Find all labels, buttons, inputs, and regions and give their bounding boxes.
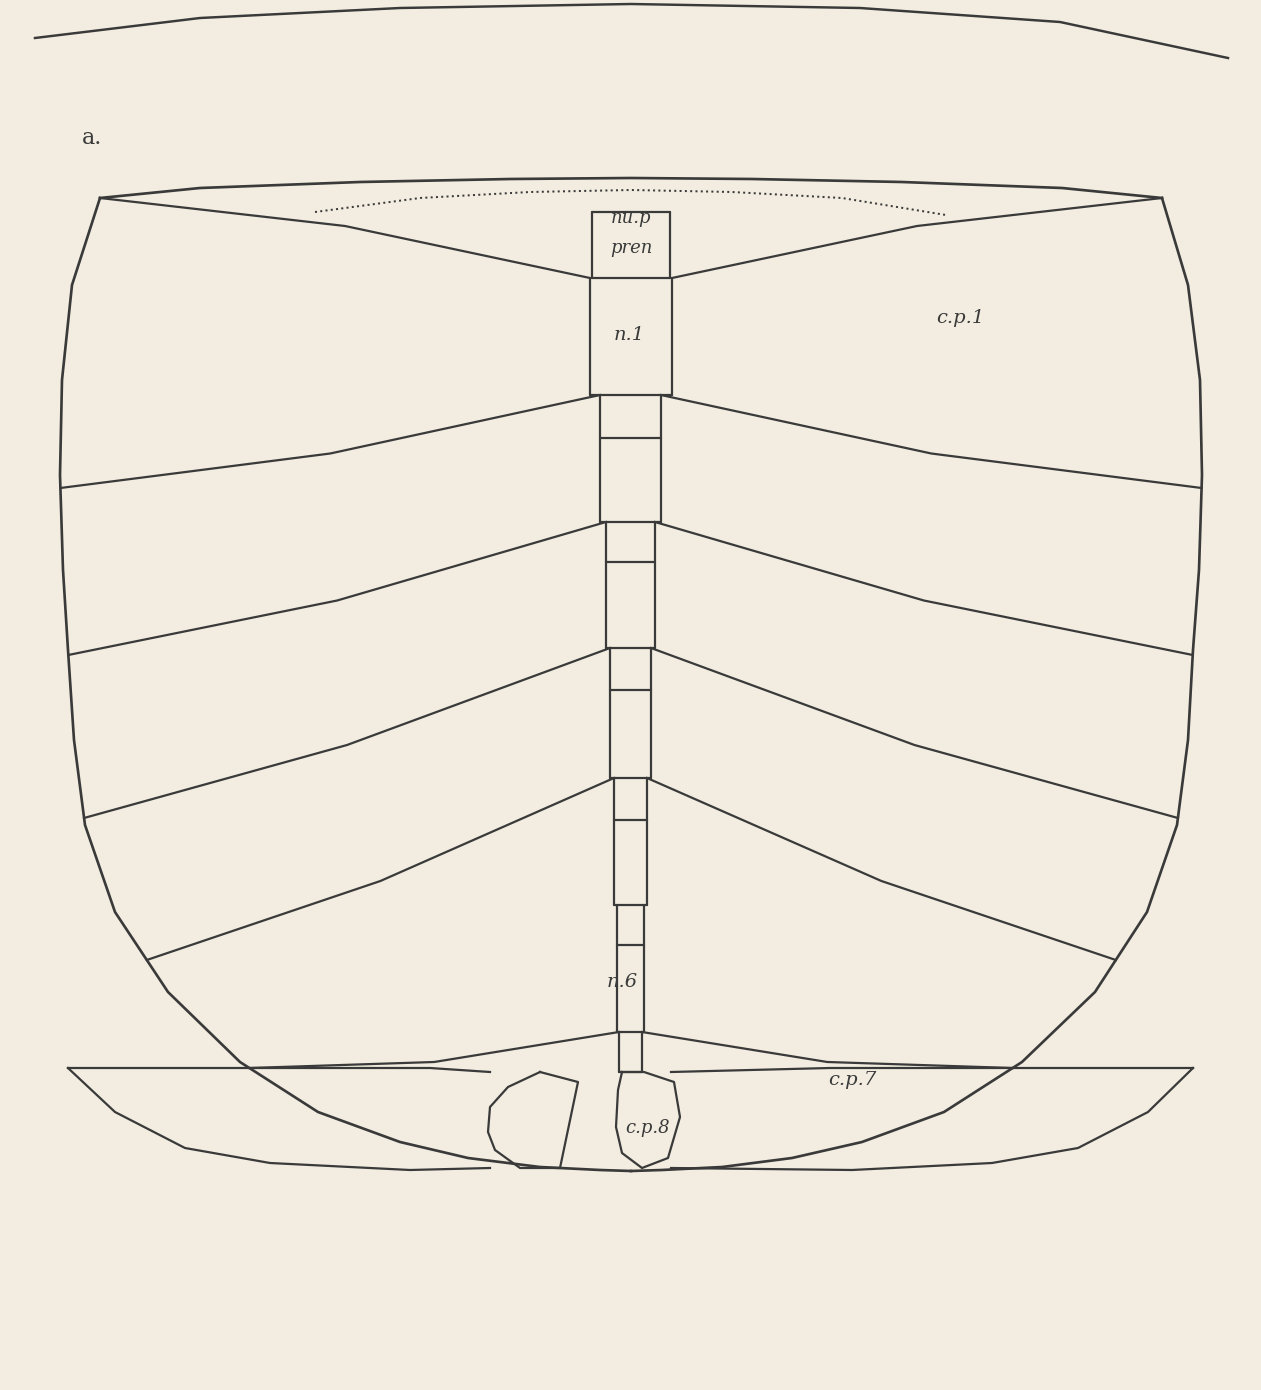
- Text: c.p.7: c.p.7: [828, 1072, 876, 1088]
- Text: a.: a.: [82, 126, 102, 149]
- Text: n.6: n.6: [607, 973, 638, 991]
- Text: nu.p: nu.p: [610, 208, 651, 227]
- Text: pren: pren: [610, 239, 652, 257]
- Text: c.p.1: c.p.1: [936, 309, 984, 327]
- Text: c.p.8: c.p.8: [625, 1119, 671, 1137]
- Text: n.1: n.1: [613, 327, 644, 343]
